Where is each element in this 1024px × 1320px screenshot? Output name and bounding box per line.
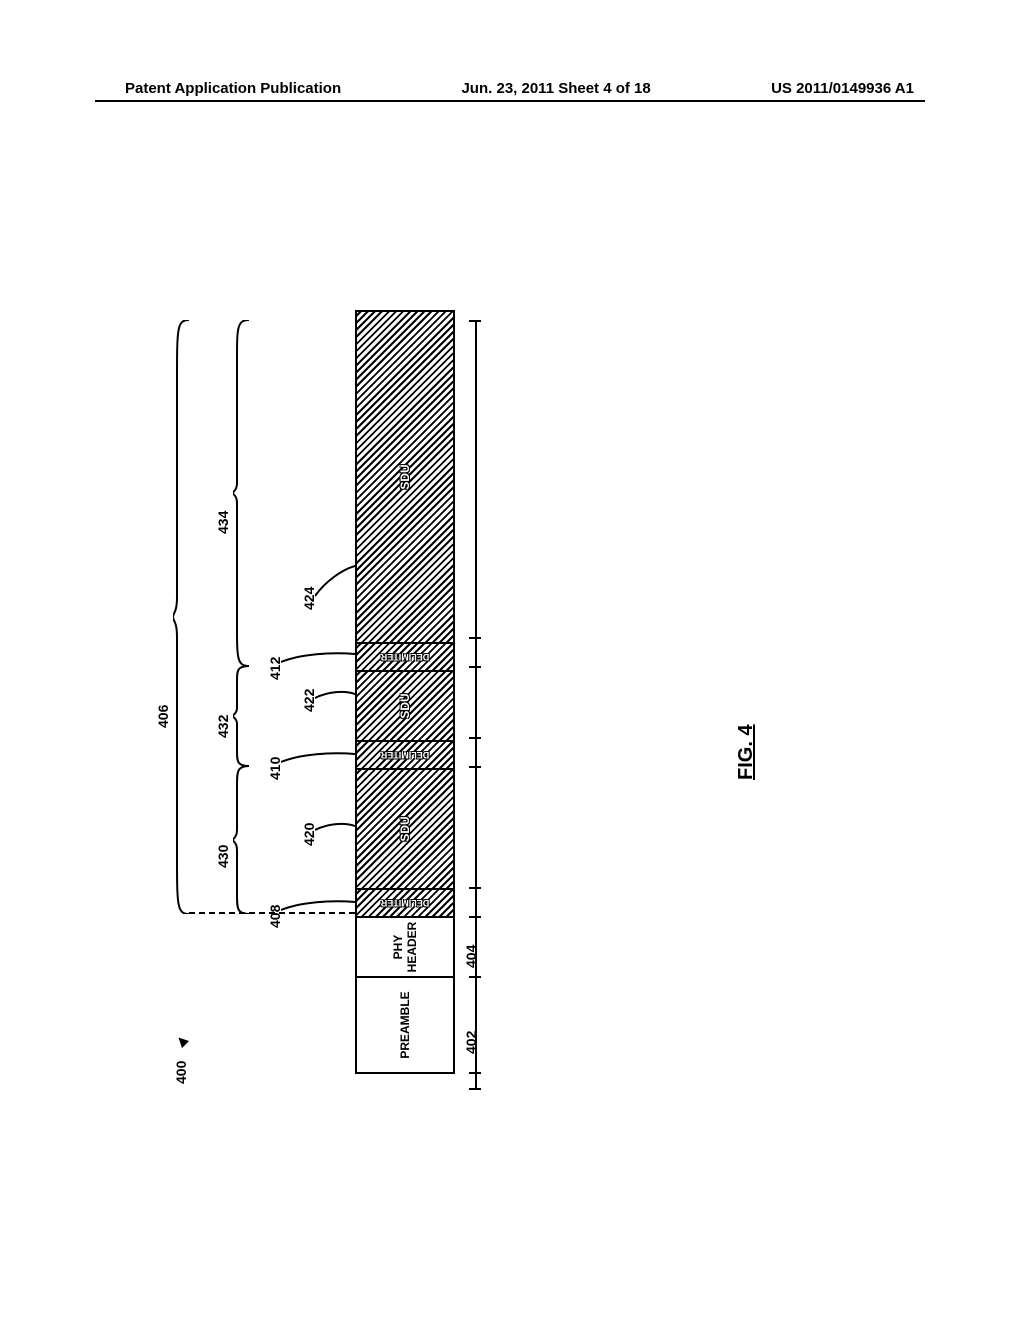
- brace-434: [233, 320, 249, 666]
- cell-sdu-3: SDU: [357, 312, 453, 642]
- label-sdu-3: SDU: [396, 460, 414, 493]
- axis-tick: [469, 1088, 481, 1090]
- cell-phy-header: PHY HEADER: [357, 916, 453, 976]
- brace-406: [173, 320, 189, 914]
- pub-date-sheet: Jun. 23, 2011 Sheet 4 of 18: [461, 80, 650, 97]
- time-axis: [475, 320, 477, 1090]
- axis-tick: [469, 666, 481, 668]
- axis-tick: [469, 887, 481, 889]
- leader-422: [315, 682, 355, 702]
- axis-tick: [469, 976, 481, 978]
- axis-tick: [469, 637, 481, 639]
- label-delimiter-2: DELIMITER: [377, 748, 434, 762]
- diagram-wrapper: 400 406 430 432: [155, 190, 575, 1090]
- ref-400: 400: [173, 1061, 189, 1084]
- label-sdu-2: SDU: [396, 689, 414, 722]
- leader-424: [315, 564, 355, 600]
- axis-tick: [469, 320, 481, 322]
- ref-430: 430: [215, 845, 231, 868]
- cell-delimiter-2: DELIMITER: [357, 740, 453, 768]
- label-delimiter-3: DELIMITER: [377, 650, 434, 664]
- ref-434: 434: [215, 511, 231, 534]
- leader-410: [281, 744, 355, 764]
- axis-tick: [469, 916, 481, 918]
- cell-delimiter-1: DELIMITER: [357, 888, 453, 916]
- leader-408: [281, 892, 355, 912]
- brace-432: [233, 666, 249, 766]
- ref-432: 432: [215, 715, 231, 738]
- cell-preamble: PREAMBLE: [357, 976, 453, 1072]
- axis-tick: [469, 766, 481, 768]
- pub-type: Patent Application Publication: [125, 80, 341, 97]
- cell-sdu-1: SDU: [357, 768, 453, 888]
- leader-412: [281, 644, 355, 664]
- packet-diagram: 400 406 430 432: [155, 190, 575, 1090]
- ref-406: 406: [155, 705, 171, 728]
- axis-tick: [469, 1072, 481, 1074]
- label-phy-header: PHY HEADER: [391, 918, 419, 976]
- figure-caption: FIG. 4: [735, 724, 758, 780]
- page-header: Patent Application Publication Jun. 23, …: [0, 80, 1024, 97]
- cell-delimiter-3: DELIMITER: [357, 642, 453, 670]
- leader-420: [315, 814, 355, 834]
- header-rule: [95, 100, 925, 102]
- label-preamble: PREAMBLE: [398, 991, 412, 1058]
- axis-tick: [469, 737, 481, 739]
- brace-430: [233, 766, 249, 914]
- pub-number: US 2011/0149936 A1: [771, 80, 914, 97]
- packet-structure: PREAMBLE PHY HEADER DELIMITER SDU DELIMI…: [355, 310, 455, 1074]
- ref-400-arrow: [175, 1034, 189, 1048]
- figure-canvas: FIG. 4 400 406 430 432: [95, 140, 925, 1220]
- cell-sdu-2: SDU: [357, 670, 453, 740]
- label-delimiter-1: DELIMITER: [377, 896, 434, 910]
- label-sdu-1: SDU: [396, 812, 414, 845]
